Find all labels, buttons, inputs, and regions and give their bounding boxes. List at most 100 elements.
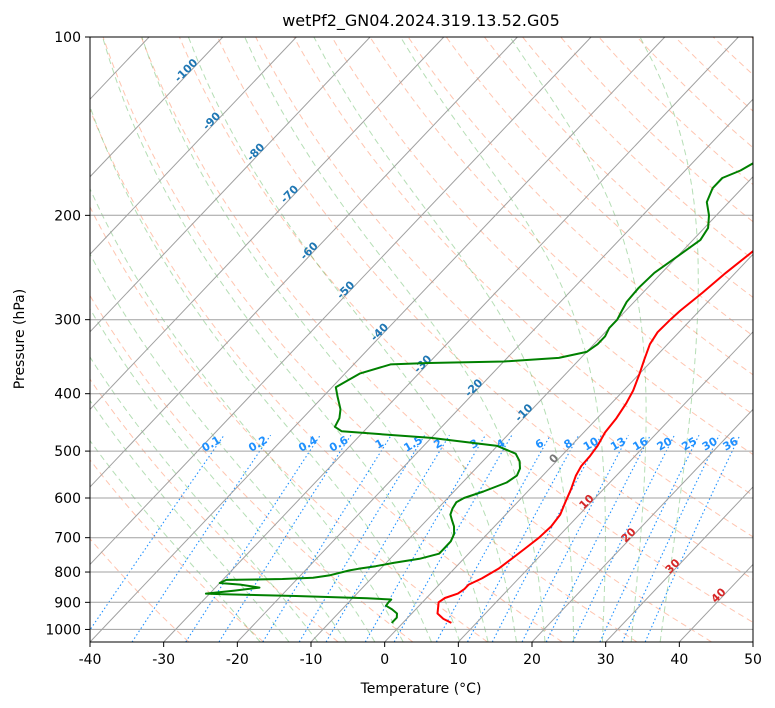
x-axis-label: Temperature (°C) [360, 681, 482, 697]
dry-adiabat [331, 37, 753, 456]
dry-adiabat [598, 37, 753, 186]
isotherm [90, 37, 445, 411]
background-lines [90, 37, 753, 642]
mixing-ratio-line [298, 434, 426, 642]
y-axis: 100 200 300 400 500 600 700 800 900 1000 [45, 30, 90, 638]
dry-adiabat [102, 37, 638, 642]
x-tick-label: 40 [670, 652, 688, 668]
isotherm-label: -50 [334, 278, 357, 301]
mixing-ratio-line [621, 434, 720, 642]
dry-adiabat [293, 37, 753, 496]
dry-adiabat [560, 37, 753, 223]
isotherm [90, 37, 297, 256]
x-tick-label: 0 [380, 652, 389, 668]
moist-adiabat [187, 37, 517, 642]
grid-lines [0, 37, 753, 642]
mixing-ratio-line [90, 434, 225, 631]
mixing-ratio-line [185, 434, 321, 642]
isotherm [0, 37, 2, 642]
moist-adiabat [509, 37, 647, 642]
dry-adiabat [90, 108, 563, 642]
isotherm [752, 641, 753, 642]
dry-adiabat [178, 37, 753, 623]
isotherm [236, 98, 753, 642]
isotherm [531, 408, 753, 642]
isotherm-label: -10 [512, 401, 535, 424]
x-tick-label: -10 [300, 652, 323, 668]
isotherm-label: -100 [172, 56, 201, 85]
dewpoint-line [204, 162, 753, 624]
y-tick-label: 900 [54, 595, 81, 611]
x-tick-label: -20 [226, 652, 249, 668]
y-tick-label: 100 [54, 30, 81, 46]
mixing-ratio-label: 6 [533, 436, 546, 451]
isotherm-label: -20 [462, 376, 485, 399]
moist-adiabat [90, 252, 376, 642]
isotherm [90, 37, 224, 178]
isotherm [90, 37, 518, 488]
isotherm [384, 253, 753, 642]
isotherm [163, 37, 739, 642]
mixing-ratio-line [364, 434, 486, 642]
mixing-ratio-line [325, 434, 450, 642]
isotherm-label: 30 [663, 556, 683, 576]
chart-title: wetPf2_GN04.2024.319.13.52.G05 [282, 11, 560, 31]
dry-adiabat [636, 37, 753, 149]
x-tick-label: 30 [597, 652, 615, 668]
moist-adiabat [400, 37, 606, 642]
isotherm [90, 37, 371, 333]
x-tick-label: 10 [449, 652, 467, 668]
y-tick-label: 800 [54, 565, 81, 581]
isotherm-label: -40 [368, 320, 391, 343]
isotherm [310, 176, 753, 642]
y-tick-label: 400 [54, 387, 81, 403]
moist-adiabat [102, 37, 461, 642]
mixing-ratio-line [218, 434, 352, 642]
y-tick-label: 200 [54, 208, 81, 224]
dry-adiabat [90, 205, 488, 642]
mixing-ratio-line [435, 434, 551, 642]
isotherm [457, 331, 753, 642]
y-axis-label: Pressure (hPa) [12, 289, 28, 389]
moist-adiabat [90, 105, 432, 642]
moist-adiabat [141, 37, 489, 642]
dry-adiabat [90, 294, 414, 642]
dry-adiabat [217, 37, 753, 580]
moist-adiabat [90, 307, 347, 642]
y-tick-label: 700 [54, 531, 81, 547]
isotherm [678, 563, 753, 642]
dry-adiabat [90, 459, 264, 642]
isotherm-label: -70 [278, 182, 301, 205]
mixing-ratio-line [644, 434, 741, 642]
moist-adiabat [313, 37, 575, 642]
dry-adiabat [255, 37, 753, 538]
dry-adiabat [90, 378, 339, 642]
mixing-ratio-line [491, 434, 602, 642]
dry-adiabat [140, 37, 712, 642]
dry-adiabat [484, 37, 753, 298]
dry-adiabat [712, 37, 753, 76]
profile-lines [204, 162, 753, 624]
y-tick-label: 600 [54, 491, 81, 507]
x-tick-label: 20 [523, 652, 541, 668]
x-tick-label: 50 [744, 652, 762, 668]
x-tick-label: -40 [79, 652, 102, 668]
dry-adiabat [522, 37, 753, 260]
isotherm-label: 20 [619, 525, 639, 545]
dry-adiabat [90, 538, 190, 642]
mixing-ratio-line [262, 434, 392, 642]
isotherm [90, 37, 592, 566]
moist-adiabat [90, 187, 404, 642]
mixing-ratio-line [572, 434, 675, 642]
mixing-ratio-line [467, 434, 580, 642]
isotherm-label: 10 [577, 492, 597, 512]
isotherm-label: -90 [200, 109, 223, 132]
y-tick-label: 300 [54, 313, 81, 329]
moist-adiabat [90, 356, 319, 642]
x-axis: -40 -30 -20 -10 0 10 20 30 40 50 [79, 642, 762, 668]
x-tick-label: -30 [152, 652, 175, 668]
isotherm-label: -80 [244, 140, 267, 163]
y-tick-label: 1000 [45, 622, 81, 638]
plot-frame [89, 36, 754, 643]
